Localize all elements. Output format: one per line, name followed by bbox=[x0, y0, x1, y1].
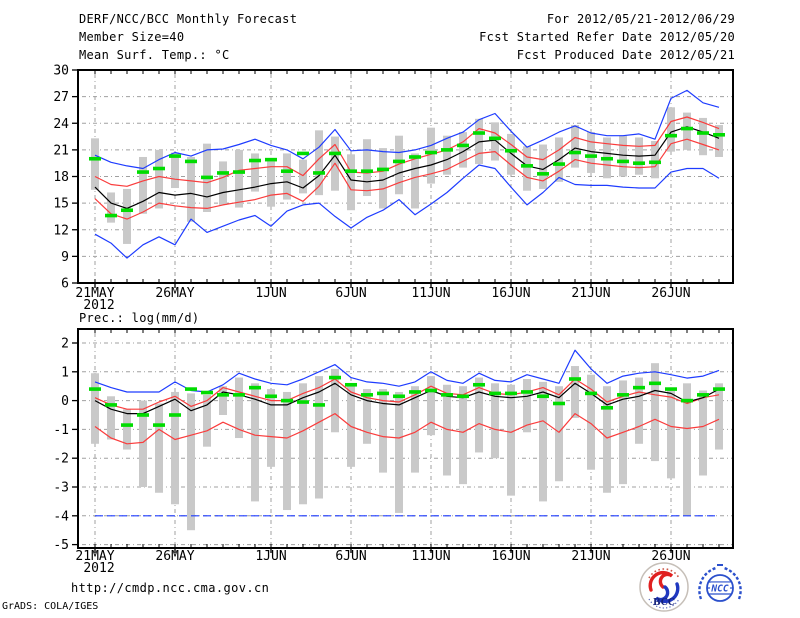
refer-date-label: Fcst Started Refer Date 2012/05/20 bbox=[479, 30, 735, 44]
bcc-logo: BCC bbox=[639, 562, 689, 612]
svg-text:2012: 2012 bbox=[83, 298, 114, 313]
grads-credit: GrADS: COLA/IGES bbox=[2, 601, 99, 612]
ncc-logo-label: NCC bbox=[710, 584, 728, 595]
svg-text:21: 21 bbox=[53, 143, 69, 158]
svg-text:1JUN: 1JUN bbox=[255, 549, 286, 564]
svg-text:-5: -5 bbox=[53, 538, 69, 553]
svg-text:1JUN: 1JUN bbox=[255, 286, 286, 301]
svg-text:21MAY: 21MAY bbox=[75, 286, 114, 301]
svg-text:9: 9 bbox=[61, 250, 69, 265]
bcc-logo-bottom-text-arc bbox=[648, 598, 680, 609]
ncc-logo-label-plate bbox=[709, 582, 731, 593]
ncc-logo: NCC bbox=[698, 564, 742, 602]
precipitation-chart-title: Prec.: log(mm/d) bbox=[79, 311, 200, 325]
svg-text:-2: -2 bbox=[53, 452, 69, 467]
svg-text:1: 1 bbox=[61, 365, 69, 380]
forecast-period-label: For 2012/05/21-2012/06/29 bbox=[546, 12, 735, 26]
ncc-logo-right-wreath bbox=[723, 566, 742, 600]
svg-text:2: 2 bbox=[61, 337, 69, 352]
svg-text:-4: -4 bbox=[53, 509, 69, 524]
produced-date-label: Fcst Produced Date 2012/05/21 bbox=[516, 48, 735, 62]
svg-text:6: 6 bbox=[61, 277, 69, 292]
svg-text:11JUN: 11JUN bbox=[411, 549, 450, 564]
svg-text:26MAY: 26MAY bbox=[155, 286, 194, 301]
svg-text:21JUN: 21JUN bbox=[571, 286, 610, 301]
bcc-logo-label: BCC bbox=[653, 598, 675, 608]
website-url: http://cmdp.ncc.cma.gov.cn bbox=[71, 581, 270, 595]
svg-text:-3: -3 bbox=[53, 481, 69, 496]
svg-text:18: 18 bbox=[53, 170, 69, 185]
svg-text:6JUN: 6JUN bbox=[335, 286, 366, 301]
ncc-logo-left-wreath bbox=[698, 566, 717, 600]
svg-text:2012: 2012 bbox=[83, 561, 114, 576]
svg-text:16JUN: 16JUN bbox=[491, 286, 530, 301]
page-title: DERF/NCC/BCC Monthly Forecast bbox=[79, 12, 298, 26]
bcc-logo-blue-swirl bbox=[654, 582, 680, 604]
svg-text:24: 24 bbox=[53, 117, 69, 132]
member-size-label: Member Size=40 bbox=[79, 30, 185, 44]
svg-text:21MAY: 21MAY bbox=[75, 549, 114, 564]
svg-text:21JUN: 21JUN bbox=[571, 549, 610, 564]
footer-logos: BCC NCC bbox=[639, 562, 742, 612]
bcc-logo-red-swirl bbox=[648, 570, 674, 592]
svg-text:15: 15 bbox=[53, 197, 69, 212]
svg-text:26JUN: 26JUN bbox=[651, 286, 690, 301]
temperature-chart-title: Mean Surf. Temp.: °C bbox=[79, 48, 230, 62]
svg-text:16JUN: 16JUN bbox=[491, 549, 530, 564]
svg-text:0: 0 bbox=[61, 394, 69, 409]
svg-text:26MAY: 26MAY bbox=[155, 549, 194, 564]
bcc-logo-top-text-arc bbox=[648, 568, 680, 579]
svg-text:12: 12 bbox=[53, 223, 69, 238]
svg-text:30: 30 bbox=[53, 64, 69, 79]
svg-text:6JUN: 6JUN bbox=[335, 549, 366, 564]
svg-text:26JUN: 26JUN bbox=[651, 549, 690, 564]
svg-text:-1: -1 bbox=[53, 423, 69, 438]
svg-text:11JUN: 11JUN bbox=[411, 286, 450, 301]
svg-text:27: 27 bbox=[53, 90, 69, 105]
